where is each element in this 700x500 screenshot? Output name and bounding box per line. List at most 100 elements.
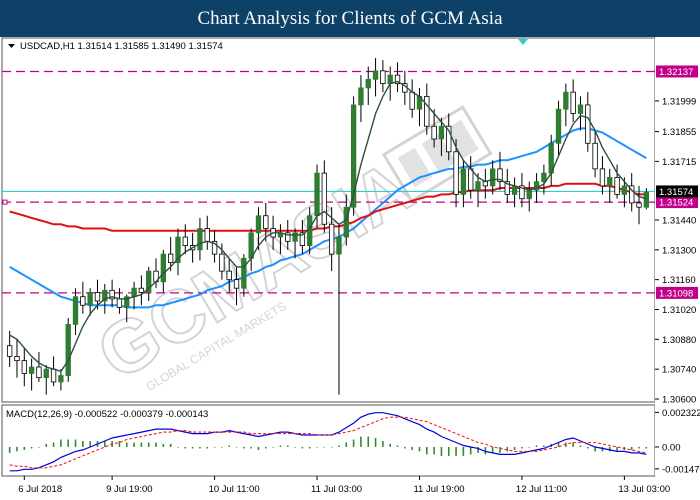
macd-histogram-bar [243,446,245,449]
candle-body [497,168,503,183]
macd-histogram-bar [469,446,472,455]
macd-histogram-bar [579,445,582,447]
candle-body [555,108,562,144]
candle-body [14,355,20,362]
macd-histogram-bar [630,446,633,450]
current-price-tag-label: 1.31574 [659,187,693,198]
candle-body [475,181,481,191]
macd-panel[interactable] [1,404,656,477]
macd-histogram-bar [616,446,618,452]
macd-histogram-bar [213,446,216,448]
macd-histogram-bar [352,439,355,447]
candle-body [204,228,210,242]
time-tick-label: 11 Jul 19:00 [413,484,464,495]
signal-line [9,416,647,469]
axes: 1.31999 1.31855 1.31715 1.31440 1.31300 1.311… [18,65,700,495]
candle-body [131,287,137,298]
candle-body [372,70,379,80]
macd-histogram-bar [147,442,150,447]
level-tag [656,65,698,78]
price-panel-title: USDCAD,H1 1.31514 1.31585 1.31490 1.3157… [20,41,223,52]
candle-body [511,185,518,195]
candle-body [21,360,27,374]
candle-body [438,125,445,140]
level-tag-label: 1.31098 [659,288,693,299]
macd-histogram-bar [586,446,589,449]
candle-body [226,270,232,281]
level-tag-label: 1.32137 [659,67,693,78]
candle-body [460,168,467,195]
candle-body [263,215,269,229]
price-panel[interactable] [1,37,656,403]
candle-body [102,289,108,302]
macd-histogram-bar [74,439,77,447]
macd-histogram-bar [8,446,11,453]
macd-histogram-bar [360,436,362,447]
price-tick-label: 1.31855 [662,127,696,138]
candle-body [629,185,635,204]
candle-body [599,168,606,187]
macd-histogram-bar [133,442,135,447]
candle-body [36,366,42,379]
macd-histogram-bar [433,446,435,455]
macd-histogram-bar [638,446,640,449]
macd-histogram-bar [286,445,289,447]
price-chart [2,58,655,395]
candle-body [241,257,247,289]
candle-body [87,292,93,306]
macd-histogram-bar [477,446,479,453]
candle-body [211,240,218,255]
level-tag [656,196,698,209]
time-tick-label: 13 Jul 03:00 [618,484,670,495]
macd-histogram-bar [367,436,370,447]
macd-histogram-bar [206,446,209,449]
price-tick-label: 1.30880 [662,335,696,346]
price-tick-label: 1.31300 [662,245,696,256]
candle-body [504,181,510,195]
candle-body [431,125,437,140]
candle-body [65,324,71,376]
level-tag-label: 1.31524 [659,198,693,209]
sma-red-line [9,182,647,232]
trading-chart[interactable]: GCMASIA GLOBAL CAPITAL MARKETS 1.319991.… [0,37,700,500]
macd-histogram-bar [140,442,143,447]
y-axis-area [655,38,698,476]
candle-body [80,296,86,306]
candle-body [541,172,547,183]
macd-histogram-bar [572,442,574,447]
macd-histogram-bar [557,442,560,447]
candle-body [409,91,415,110]
candle-body [387,74,393,85]
macd-histogram-bar [16,446,18,452]
level-tag [656,286,698,299]
macd-histogram-bar [506,446,509,452]
symbol-label: USDCAD,H1 1.31514 1.31585 1.31490 1.3157… [8,41,223,52]
candle-body [563,91,569,110]
candle-body [636,202,642,208]
macd-histogram-bar [323,446,326,448]
macd-histogram-bar [374,438,377,447]
candle-body [321,172,328,225]
scroll-marker-icon[interactable] [518,39,528,45]
macd-histogram-bar [521,446,523,449]
candle-body [50,368,57,383]
candle-body [358,87,364,106]
macd-histogram-bar [440,446,443,456]
dropdown-triangle-icon[interactable] [8,44,15,48]
candle-body [138,287,145,293]
candle-body [6,345,13,357]
macd-histogram-bar [257,446,260,450]
macd-histogram-bar [345,442,348,447]
candle-body [160,253,167,283]
candle-body [453,151,459,195]
macd-histogram-bar [235,446,238,448]
macd-histogram-bar [264,446,267,449]
macd-tick-label: -0.001471 [662,464,700,475]
macd-histogram-bar [228,445,231,447]
candle-body [577,104,584,114]
macd-histogram-bar [594,446,596,452]
candle-body [182,236,188,246]
candle-body [380,70,386,85]
macd-tick-label: 0.002322 [662,408,700,419]
level-marker [2,199,8,205]
